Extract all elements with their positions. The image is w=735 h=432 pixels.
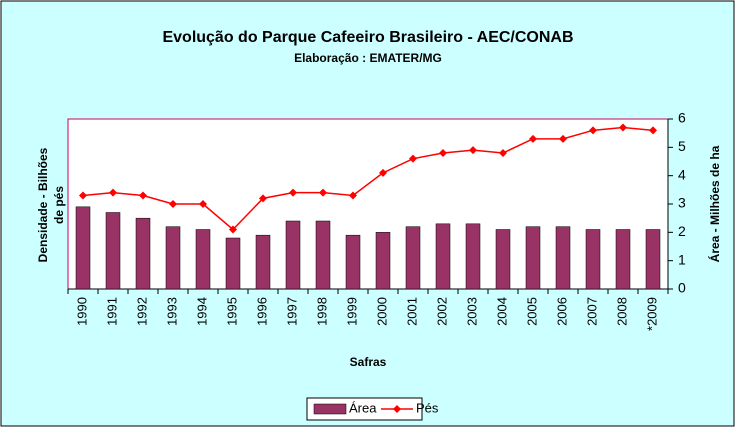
y2-axis-label: Área - Milhões de ha	[707, 145, 722, 262]
x-tick-label: 1996	[254, 297, 269, 326]
y2-tick-label: 4	[678, 166, 686, 182]
x-tick-label: 1998	[314, 297, 329, 326]
marker	[109, 188, 117, 197]
bar	[555, 226, 571, 290]
legend-label: Área	[349, 400, 377, 415]
x-tick-label: 1997	[284, 297, 299, 326]
marker	[229, 225, 237, 234]
marker	[349, 191, 357, 200]
bar	[525, 226, 541, 290]
legend-swatch	[313, 403, 347, 415]
legend-marker	[393, 405, 401, 413]
chart-subtitle: Elaboração : EMATER/MG	[294, 51, 442, 65]
marker	[289, 188, 297, 197]
marker	[409, 154, 417, 163]
x-axis-label: Safras	[350, 355, 387, 369]
bar	[615, 229, 631, 290]
marker	[529, 134, 537, 143]
bar	[585, 229, 601, 290]
x-tick-label: *2009	[644, 297, 659, 331]
x-tick-label: 1995	[224, 297, 239, 326]
bar	[195, 229, 211, 290]
bar	[225, 237, 241, 290]
marker	[259, 194, 267, 203]
bar	[435, 223, 451, 290]
bar	[345, 234, 361, 290]
bar	[465, 223, 481, 290]
marker	[499, 149, 507, 157]
y2-tick-label: 0	[678, 280, 686, 296]
marker	[379, 168, 387, 177]
legend	[306, 397, 423, 421]
marker	[589, 126, 597, 135]
bar	[105, 212, 121, 290]
x-tick-label: 2001	[404, 297, 419, 326]
marker	[169, 200, 177, 208]
marker	[469, 146, 477, 155]
bar	[315, 220, 331, 290]
marker	[319, 188, 327, 197]
y2-tick-label: 1	[678, 251, 686, 267]
chart-title: Evolução do Parque Cafeeiro Brasileiro -…	[162, 29, 573, 46]
marker	[649, 126, 657, 135]
x-tick-label: 2008	[614, 297, 629, 326]
y2-tick-label: 2	[678, 223, 686, 239]
x-tick-label: 1994	[194, 297, 209, 326]
bar	[495, 229, 511, 290]
x-tick-label: 1992	[134, 297, 149, 326]
y-axis-label: Densidade - Bilhões	[36, 147, 50, 262]
x-tick-label: 2006	[554, 297, 569, 326]
marker	[559, 134, 567, 143]
y2-tick-label: 5	[678, 138, 686, 154]
marker	[199, 200, 207, 208]
marker	[79, 191, 87, 200]
x-tick-label: 1999	[344, 297, 359, 326]
x-tick-label: 2005	[524, 297, 539, 326]
bar	[255, 234, 271, 290]
y2-tick-label: 6	[678, 110, 686, 126]
marker	[619, 123, 627, 132]
marker	[139, 191, 147, 200]
x-tick-label: 2000	[374, 297, 389, 326]
y2-tick-label: 3	[678, 195, 686, 211]
x-tick-label: 1993	[164, 297, 179, 326]
x-tick-label: 1991	[104, 297, 119, 326]
x-tick-label: 2004	[494, 297, 509, 326]
marker	[439, 149, 447, 157]
bar	[75, 206, 91, 290]
bar	[135, 217, 151, 290]
line	[82, 126, 654, 231]
bar	[165, 226, 181, 290]
y-axis-label: de pés	[52, 186, 66, 224]
bar	[285, 220, 301, 290]
x-tick-label: 2002	[434, 297, 449, 326]
bar	[405, 226, 421, 290]
plot-area	[67, 118, 669, 290]
x-tick-label: 2003	[464, 297, 479, 326]
bar	[375, 232, 391, 290]
legend-label: Pés	[416, 400, 439, 415]
x-tick-label: 2007	[584, 297, 599, 326]
x-tick-label: 1990	[74, 297, 89, 326]
bar	[645, 229, 661, 290]
